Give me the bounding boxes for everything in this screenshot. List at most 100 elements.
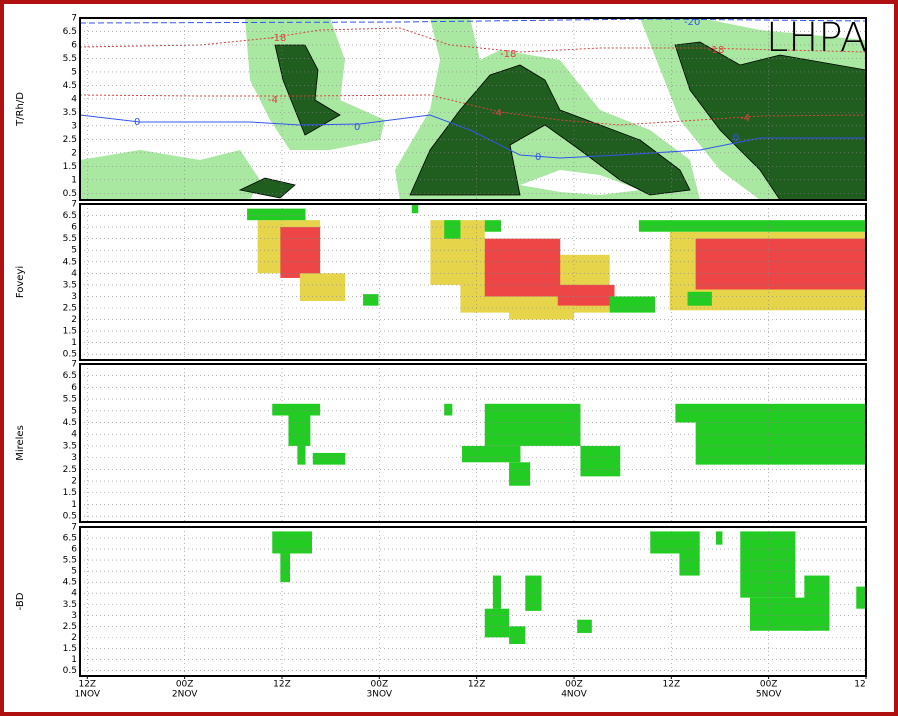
y-tick-label: 3.5 [63, 441, 77, 451]
y-tick-label: 2 [71, 148, 77, 158]
cell [299, 273, 346, 302]
contour-label: -18 [708, 45, 724, 56]
cell [492, 575, 501, 609]
y-tick-label: 2.5 [63, 304, 77, 314]
contour-label: 0 [134, 117, 140, 128]
x-tick-label: 00Z [760, 680, 778, 690]
y-tick-label: 3.5 [63, 280, 77, 290]
rh-area [80, 150, 260, 200]
cell [444, 403, 453, 416]
cell [272, 531, 312, 554]
cell [509, 626, 526, 644]
y-tick-label: 1 [71, 500, 77, 510]
y-tick-label: 3.5 [63, 600, 77, 610]
y-tick-label: 4 [71, 94, 77, 104]
y-tick-label: 7 [71, 200, 77, 210]
y-tick-label: 5.5 [63, 395, 77, 405]
y-tick-label: 2 [71, 633, 77, 643]
rh-hole [520, 170, 640, 195]
y-axis-label: -BD [15, 592, 26, 610]
temp-contour [80, 18, 866, 24]
y-tick-label: 2 [71, 477, 77, 487]
cell [444, 220, 461, 239]
y-tick-label: 6 [71, 40, 77, 50]
cell [557, 284, 615, 306]
x-tick-label: 12Z [273, 680, 291, 690]
y-tick-label: 4.5 [63, 418, 77, 428]
cell [650, 531, 700, 554]
cell [484, 220, 501, 232]
cell [288, 415, 311, 446]
y-tick-label: 0.5 [63, 666, 77, 676]
cell [609, 296, 656, 313]
y-tick-label: 7 [71, 14, 77, 24]
y-tick-label: 6 [71, 223, 77, 233]
cell [312, 452, 346, 465]
x-day-label: 2NOV [172, 690, 198, 700]
y-tick-label: 1.5 [63, 162, 77, 172]
panel-border [79, 363, 867, 523]
cell [679, 553, 700, 576]
contour-label: -4 [268, 95, 278, 106]
y-tick-label: 5.5 [63, 556, 77, 566]
y-tick-label: 1.5 [63, 488, 77, 498]
y-tick-label: 6 [71, 545, 77, 555]
y-tick-label: 3 [71, 121, 77, 131]
y-tick-label: 1 [71, 175, 77, 185]
y-tick-label: 1 [71, 655, 77, 665]
cell [411, 204, 419, 214]
y-tick-label: 4 [71, 589, 77, 599]
cell [297, 445, 306, 465]
cell [695, 422, 866, 465]
rh-core [674, 41, 866, 200]
cell [856, 586, 866, 609]
y-tick-label: 6.5 [63, 27, 77, 37]
cell [804, 575, 830, 631]
cell [715, 531, 723, 545]
contour-label: -4 [740, 113, 750, 124]
y-tick-label: 5.5 [63, 54, 77, 64]
y-tick-label: 6 [71, 383, 77, 393]
rh-core [274, 44, 341, 136]
y-tick-label: 5 [71, 567, 77, 577]
chart-title: LHPA [766, 15, 867, 61]
cell [687, 291, 712, 306]
panel-border [79, 526, 867, 677]
y-tick-label: 2 [71, 315, 77, 325]
y-tick-label: 0.5 [63, 512, 77, 522]
y-axis-label: Foveyi [15, 266, 26, 298]
cell [462, 445, 521, 463]
x-tick-label: 00Z [176, 680, 194, 690]
contour-label: -18 [500, 49, 516, 60]
x-day-label: 5NOV [756, 690, 782, 700]
cell [247, 208, 306, 221]
y-tick-label: 3.5 [63, 108, 77, 118]
y-tick-label: 7 [71, 523, 77, 533]
cell [363, 294, 379, 306]
y-tick-label: 2.5 [63, 465, 77, 475]
cell [484, 238, 561, 297]
temp-contour [80, 94, 866, 126]
cell [525, 575, 542, 611]
contour-label: 0 [535, 152, 541, 163]
cell [509, 462, 531, 486]
x-day-label: 1NOV [75, 690, 101, 700]
y-tick-label: 6.5 [63, 371, 77, 381]
y-tick-label: 0.5 [63, 189, 77, 199]
rh-core [238, 177, 296, 199]
cell [484, 403, 581, 446]
y-axis-label: Mireles [15, 425, 26, 461]
y-tick-label: 1.5 [63, 644, 77, 654]
y-tick-label: 3 [71, 292, 77, 302]
cell [484, 608, 510, 638]
contour-label: -20 [684, 17, 700, 28]
y-tick-label: 5.5 [63, 234, 77, 244]
y-tick-label: 5 [71, 67, 77, 77]
contour-label: 0 [354, 122, 360, 133]
cell [280, 227, 321, 278]
contour-label: 0 [733, 133, 739, 144]
y-tick-label: 4.5 [63, 578, 77, 588]
panel-1-field [80, 18, 866, 200]
cell [509, 305, 574, 320]
